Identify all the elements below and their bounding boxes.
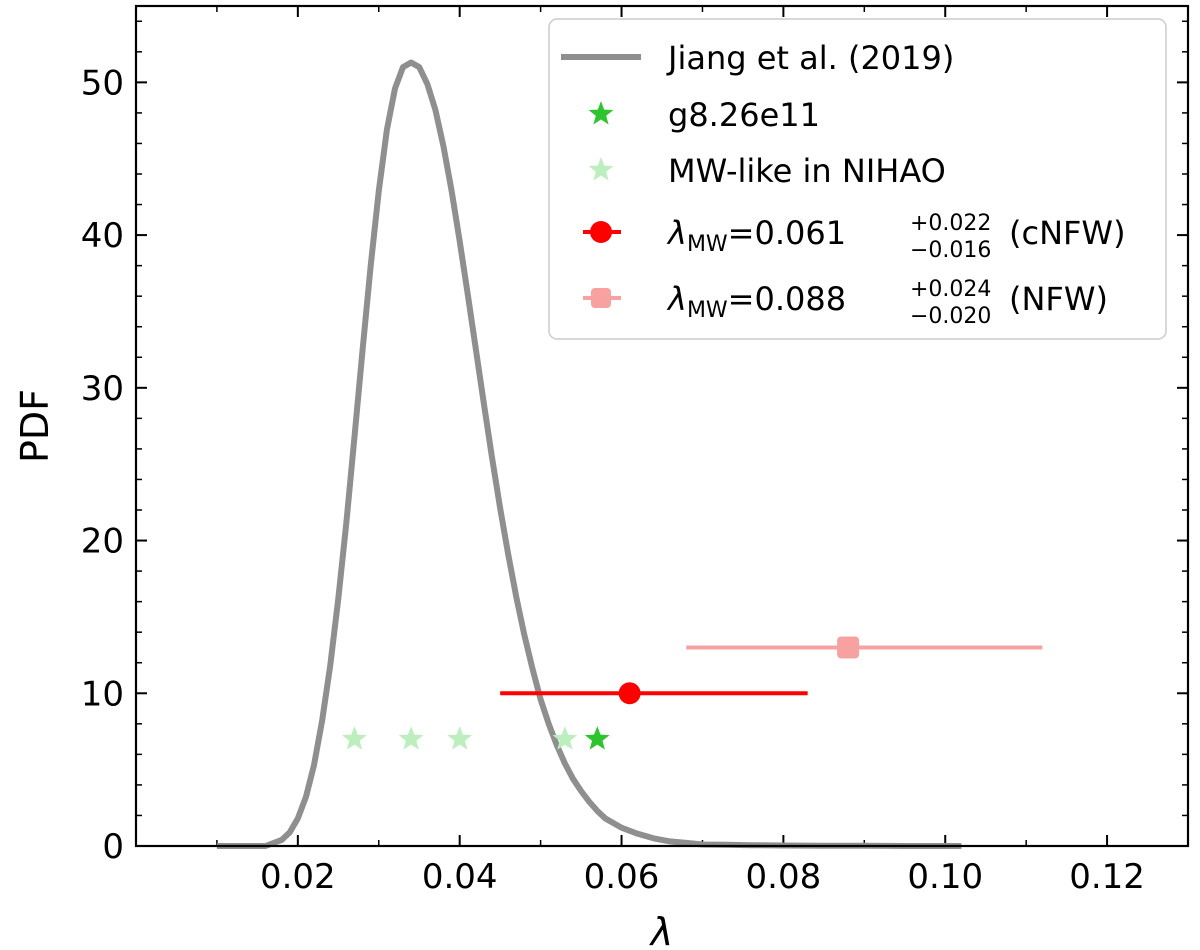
legend-nfw-label: λMW=0.088 bbox=[666, 280, 846, 323]
legend-cnfw-lambda: λ bbox=[666, 214, 687, 252]
legend-box bbox=[548, 18, 1167, 340]
legend-nfw-value: =0.088 bbox=[728, 280, 846, 318]
cnfw-marker bbox=[618, 682, 641, 705]
legend-g826-star-shape bbox=[588, 101, 614, 125]
y-tick-label: 50 bbox=[81, 63, 124, 103]
nihao-star-point bbox=[342, 726, 367, 750]
nfw-marker bbox=[837, 636, 860, 659]
legend-cnfw-tail: (cNFW) bbox=[1009, 214, 1126, 252]
jiang-curve-line bbox=[216, 59, 962, 849]
data-layer bbox=[216, 59, 1043, 849]
y-axis-title: PDF bbox=[13, 389, 57, 463]
x-tick-label: 0.08 bbox=[746, 857, 822, 897]
x-tick-label: 0.12 bbox=[1069, 857, 1145, 897]
y-tick-label: 20 bbox=[81, 522, 124, 562]
g826e11-star-point bbox=[584, 726, 610, 750]
legend-nfw-tail: (NFW) bbox=[1009, 280, 1108, 318]
y-tick-label: 10 bbox=[81, 674, 124, 714]
legend-cnfw-sub: MW bbox=[687, 232, 728, 257]
legend-cnfw-sup: +0.022 bbox=[910, 211, 991, 236]
legend-jiang-label: Jiang et al. (2019) bbox=[666, 39, 954, 77]
legend-nfw-inf: −0.020 bbox=[910, 304, 991, 329]
legend-nihao-star-shape bbox=[588, 157, 614, 181]
y-tick-label: 30 bbox=[81, 369, 124, 409]
x-tick-label: 0.06 bbox=[584, 857, 660, 897]
x-axis-title: λ bbox=[649, 910, 674, 950]
x-tick-label: 0.10 bbox=[907, 857, 983, 897]
nihao-star-point bbox=[398, 726, 424, 750]
nihao-star-point bbox=[447, 726, 473, 750]
legend-cnfw-inf: −0.016 bbox=[910, 238, 991, 263]
legend-nfw-sup: +0.024 bbox=[910, 277, 991, 302]
legend-nfw-marker bbox=[591, 288, 611, 308]
legend-nfw-sub: MW bbox=[687, 298, 728, 323]
ticks-layer: 0.02 0.04 0.06 0.08 0.10 0.12 0 10 20 30 40 50 bbox=[81, 6, 1188, 897]
x-tick-label: 0.04 bbox=[422, 857, 498, 897]
legend-g826-star bbox=[588, 101, 614, 125]
y-tick-label: 40 bbox=[81, 216, 124, 256]
plot-frame bbox=[134, 4, 1190, 848]
legend-nfw-lambda: λ bbox=[666, 280, 687, 318]
legend-nihao-label: MW-like in NIHAO bbox=[668, 152, 946, 190]
legend-nihao-star bbox=[588, 157, 614, 181]
y-tick-label: 0 bbox=[102, 827, 124, 867]
legend-g826-label: g8.26e11 bbox=[668, 96, 820, 134]
legend: Jiang et al. (2019) g8.26e11 MW-like in … bbox=[548, 18, 1167, 340]
legend-cnfw-value: =0.061 bbox=[728, 214, 846, 252]
legend-cnfw-label: λMW=0.061 bbox=[666, 214, 846, 257]
legend-cnfw-marker bbox=[590, 221, 612, 243]
nihao-star-point bbox=[552, 726, 578, 750]
x-tick-label: 0.02 bbox=[260, 857, 336, 897]
